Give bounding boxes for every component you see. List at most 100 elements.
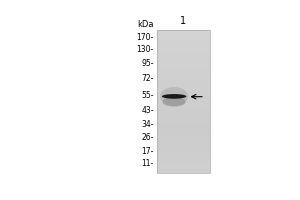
Bar: [157, 68, 210, 70]
Bar: [157, 146, 210, 147]
Bar: [157, 92, 210, 93]
Bar: [157, 44, 210, 46]
Bar: [157, 56, 210, 58]
Bar: [157, 155, 210, 157]
Bar: [157, 74, 210, 76]
Bar: [157, 151, 210, 152]
Text: 170-: 170-: [136, 33, 154, 42]
Bar: [157, 162, 210, 164]
Bar: [157, 136, 210, 138]
Bar: [157, 141, 210, 142]
Bar: [157, 160, 210, 161]
Bar: [157, 30, 210, 173]
Bar: [157, 61, 210, 62]
Bar: [157, 158, 210, 159]
Bar: [157, 90, 210, 91]
Text: 72-: 72-: [141, 74, 154, 83]
Bar: [157, 153, 210, 154]
Bar: [157, 84, 210, 85]
Bar: [157, 114, 210, 115]
Bar: [157, 121, 210, 122]
Bar: [157, 50, 210, 52]
Bar: [157, 152, 210, 153]
Bar: [157, 115, 210, 116]
Bar: [157, 37, 210, 39]
Text: 17-: 17-: [141, 147, 154, 156]
Bar: [157, 118, 210, 120]
Bar: [157, 130, 210, 132]
Bar: [157, 149, 210, 151]
Bar: [157, 51, 210, 53]
Bar: [157, 103, 210, 104]
Bar: [157, 133, 210, 134]
Bar: [157, 69, 210, 71]
Bar: [157, 172, 210, 173]
Bar: [157, 129, 210, 130]
Bar: [157, 120, 210, 121]
Bar: [157, 140, 210, 141]
Bar: [157, 106, 210, 108]
Bar: [157, 79, 210, 80]
Bar: [157, 31, 210, 33]
Bar: [157, 147, 210, 148]
Bar: [157, 75, 210, 77]
Bar: [157, 157, 210, 158]
Bar: [157, 102, 210, 103]
Bar: [157, 59, 210, 60]
Bar: [157, 99, 210, 101]
Bar: [157, 104, 210, 105]
Bar: [157, 72, 210, 73]
Bar: [157, 168, 210, 170]
Bar: [157, 91, 210, 92]
Bar: [157, 60, 210, 61]
Bar: [157, 116, 210, 117]
Bar: [157, 100, 210, 102]
Bar: [157, 86, 210, 87]
Ellipse shape: [160, 87, 188, 106]
Bar: [157, 171, 210, 172]
Bar: [157, 53, 210, 54]
Bar: [157, 166, 210, 167]
Bar: [157, 110, 210, 111]
Bar: [157, 35, 210, 36]
Bar: [157, 111, 210, 113]
Bar: [157, 142, 210, 144]
Bar: [157, 108, 210, 109]
Bar: [157, 36, 210, 37]
Bar: [157, 85, 210, 86]
Bar: [157, 112, 210, 114]
Bar: [157, 65, 210, 66]
Bar: [157, 73, 210, 74]
Bar: [157, 80, 210, 81]
Bar: [157, 93, 210, 95]
Bar: [157, 66, 210, 67]
Bar: [157, 127, 210, 128]
Bar: [157, 41, 210, 42]
Bar: [157, 135, 210, 136]
Bar: [157, 46, 210, 47]
Bar: [157, 105, 210, 107]
Bar: [157, 71, 210, 72]
Bar: [157, 55, 210, 56]
Bar: [157, 117, 210, 118]
Ellipse shape: [162, 94, 186, 99]
Bar: [157, 124, 210, 126]
Ellipse shape: [163, 97, 186, 107]
Bar: [157, 67, 210, 68]
Bar: [157, 170, 210, 171]
Bar: [157, 83, 210, 84]
Bar: [157, 47, 210, 48]
Bar: [157, 30, 210, 31]
Bar: [157, 148, 210, 150]
Bar: [157, 38, 210, 40]
Text: 130-: 130-: [136, 45, 154, 54]
Bar: [157, 57, 210, 59]
Bar: [157, 134, 210, 135]
Bar: [157, 63, 210, 65]
Text: 55-: 55-: [141, 91, 154, 100]
Bar: [157, 128, 210, 129]
Bar: [157, 143, 210, 145]
Bar: [157, 81, 210, 83]
Bar: [157, 43, 210, 44]
Bar: [157, 88, 210, 90]
